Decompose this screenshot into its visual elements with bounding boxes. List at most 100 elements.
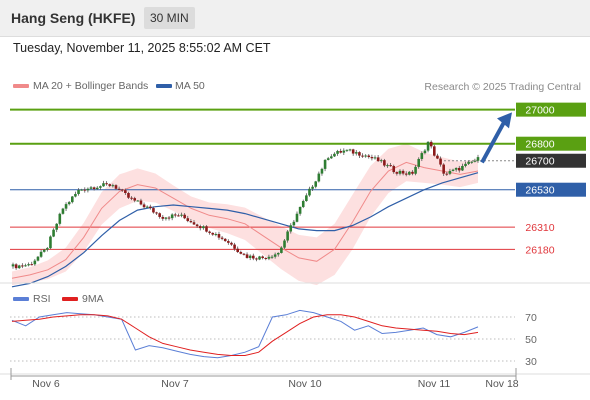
candle-body — [239, 251, 243, 254]
x-tick-label: Nov 18 — [485, 378, 518, 390]
candle-body — [230, 242, 233, 245]
candle-body — [99, 186, 102, 188]
candle-body — [358, 152, 361, 156]
candle-body — [289, 225, 293, 232]
candle-body — [17, 265, 21, 269]
candle-body — [411, 171, 414, 174]
candle-body — [464, 163, 467, 166]
candle-body — [55, 223, 58, 230]
rsi-line — [11, 309, 479, 359]
rsi-tick-50: 50 — [525, 334, 537, 346]
candle-body — [392, 166, 396, 173]
candle-body — [404, 173, 408, 175]
candle-body — [429, 141, 433, 147]
candle-body — [473, 160, 477, 162]
candle-body — [173, 214, 177, 216]
ma50-legend-label: MA 50 — [175, 80, 205, 92]
candle-body — [83, 189, 87, 191]
ma50-line — [11, 172, 479, 288]
candle-body — [476, 157, 480, 161]
candle-body — [192, 222, 196, 225]
level-27000-label: 27000 — [525, 105, 554, 117]
candle-body — [21, 265, 24, 267]
candle-body — [124, 190, 127, 194]
candle-body — [467, 161, 470, 164]
candle-body — [89, 187, 93, 189]
candle-body — [145, 206, 149, 208]
candle-body — [317, 173, 321, 182]
ma20-line — [11, 161, 479, 279]
candle-body — [361, 155, 364, 157]
candle-body — [149, 206, 152, 209]
candle-body — [64, 204, 68, 209]
candle-body — [180, 214, 183, 216]
candle-body — [74, 193, 77, 197]
candle-body — [436, 155, 439, 159]
candle-body — [236, 248, 239, 252]
candle-body — [164, 217, 168, 219]
candle-body — [208, 231, 211, 233]
candle-body — [348, 149, 352, 151]
candle-body — [330, 156, 333, 159]
candle-body — [395, 172, 399, 174]
interval-button[interactable]: 30 MIN — [144, 7, 195, 29]
candle-body — [261, 256, 264, 259]
candle-body — [202, 226, 205, 229]
ma20-legend-swatch — [13, 84, 29, 88]
candle-body — [120, 189, 124, 191]
candle-body — [39, 251, 43, 257]
candle-body — [127, 193, 130, 198]
candle-body — [454, 167, 458, 170]
candle-body — [195, 224, 199, 227]
candle-body — [198, 226, 202, 229]
candle-body — [95, 187, 99, 190]
candle-body — [423, 150, 427, 154]
candle-body — [408, 171, 411, 175]
candle-body — [320, 168, 324, 174]
candle-body — [383, 160, 386, 166]
candle-body — [186, 218, 190, 222]
ma50-legend-swatch — [156, 84, 172, 88]
candle-body — [461, 165, 464, 171]
candle-body — [117, 188, 121, 190]
candle-body — [258, 256, 261, 260]
candle-body — [77, 189, 80, 194]
candle-body — [245, 254, 249, 258]
candle-body — [276, 252, 280, 255]
candle-body — [305, 195, 308, 202]
candle-body — [389, 165, 392, 167]
candle-body — [267, 256, 271, 259]
level-26700-tag — [516, 153, 586, 168]
candle-body — [52, 229, 55, 237]
candle-body — [161, 216, 165, 219]
candle-body — [333, 153, 336, 157]
candle-body — [470, 161, 474, 163]
candle-body — [14, 264, 18, 269]
candle-body — [167, 217, 171, 219]
datetime-label: Tuesday, November 11, 2025 8:55:02 AM CE… — [13, 41, 271, 55]
candle-body — [417, 158, 421, 167]
candle-body — [33, 260, 37, 265]
candle-body — [158, 213, 161, 217]
candle-body — [398, 170, 402, 174]
candle-body — [414, 166, 417, 174]
candle-body — [326, 158, 330, 160]
candle-body — [386, 165, 389, 167]
candle-body — [86, 188, 90, 191]
candle-body — [401, 170, 405, 174]
candle-body — [133, 198, 137, 201]
candle-body — [351, 149, 355, 154]
candle-body — [323, 159, 327, 169]
target-arrow-shaft — [480, 121, 506, 164]
candle-body — [27, 264, 30, 266]
candle-body — [292, 221, 296, 226]
candle-body — [155, 212, 158, 214]
candle-body — [264, 258, 268, 260]
x-tick-label: Nov 10 — [288, 378, 321, 390]
bollinger-band — [12, 143, 478, 286]
candle-body — [457, 167, 461, 171]
candle-body — [295, 213, 299, 222]
candle-body — [111, 185, 115, 187]
candle-body — [61, 208, 65, 214]
candle-body — [370, 157, 374, 159]
